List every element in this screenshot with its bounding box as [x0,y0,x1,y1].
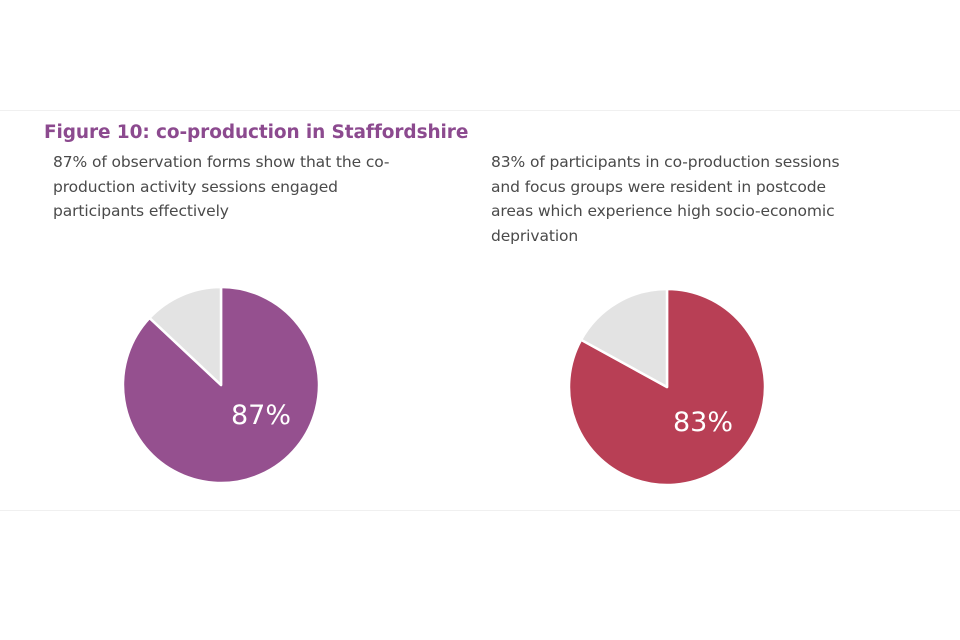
figure-top-divider [0,110,960,111]
pie-slice-remainder [579,287,669,389]
pie-slice-deprived-areas [567,287,767,487]
pie-chart-observation-forms: 87% [121,285,321,485]
caption-line: 87% of observation forms show that the c… [53,153,390,171]
figure-title: Figure 10: co-production in Staffordshir… [44,122,469,143]
caption-line: and focus groups were resident in postco… [491,177,826,196]
caption-line: participants effectively [53,202,229,220]
caption-line: deprivation [491,226,579,245]
caption-line: 83% of participants in co-production ses… [491,153,840,171]
pie-slice-remainder [148,285,223,387]
pie-data-label: 83% [673,407,733,438]
figure-bottom-divider [0,510,960,511]
pie-caption-deprivation: 83% of participants in co-production ses… [491,150,931,248]
pie-chart-deprivation: 83% [567,287,767,487]
caption-line: areas which experience high socio-econom… [491,202,835,220]
pie-slice-engaged [121,285,321,485]
pie-caption-observation-forms: 87% of observation forms show that the c… [53,150,453,224]
pie-data-label: 87% [231,400,291,431]
caption-line: production activity sessions engaged [53,177,338,196]
